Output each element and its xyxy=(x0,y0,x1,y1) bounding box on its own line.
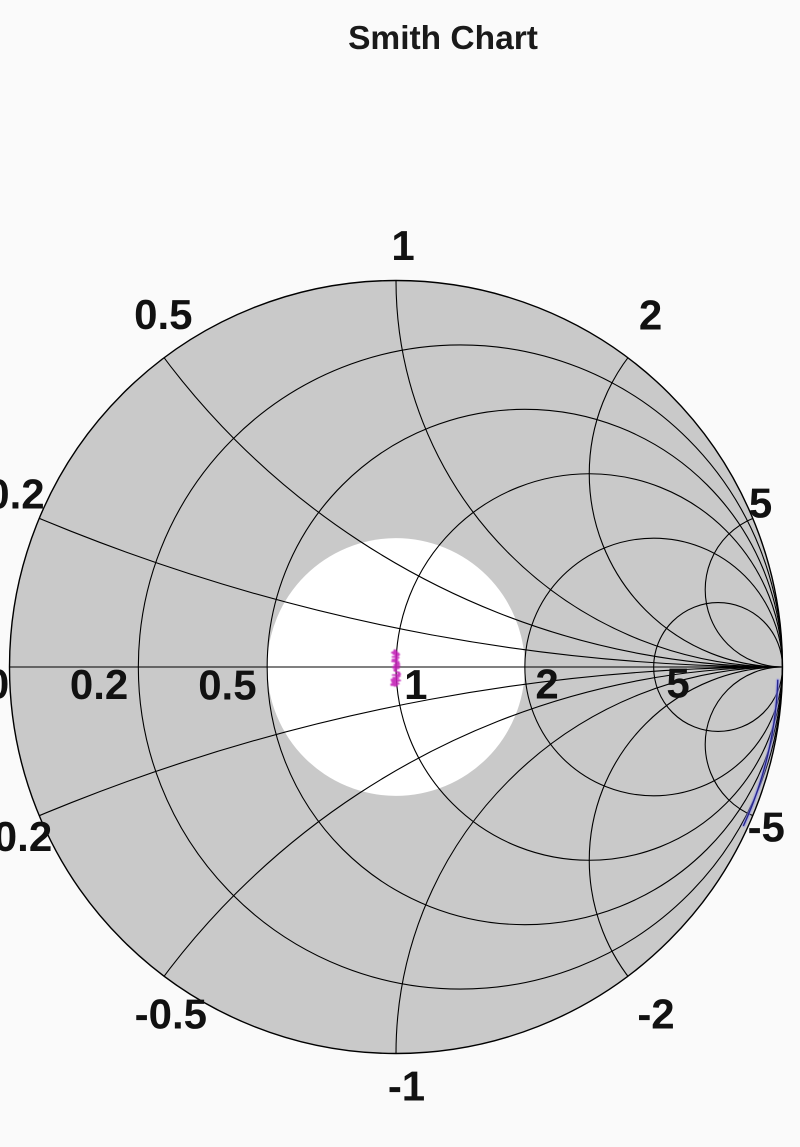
svg-text:5: 5 xyxy=(749,480,772,527)
svg-text:1: 1 xyxy=(404,661,427,708)
svg-text:0.5: 0.5 xyxy=(134,291,192,338)
svg-text:5: 5 xyxy=(666,660,689,707)
svg-text:0.2: 0.2 xyxy=(70,661,128,708)
svg-text:-1: -1 xyxy=(388,1062,425,1109)
svg-text:-5: -5 xyxy=(748,804,785,851)
svg-text:0: 0 xyxy=(0,660,9,707)
svg-text:1: 1 xyxy=(391,222,414,269)
svg-text:-2: -2 xyxy=(637,990,674,1037)
svg-text:0.2: 0.2 xyxy=(0,471,45,518)
svg-text:-0.2: -0.2 xyxy=(0,813,52,860)
svg-text:2: 2 xyxy=(639,292,662,339)
svg-text:0.5: 0.5 xyxy=(198,661,256,708)
svg-text:2: 2 xyxy=(535,661,558,708)
svg-text:-0.5: -0.5 xyxy=(135,990,207,1037)
